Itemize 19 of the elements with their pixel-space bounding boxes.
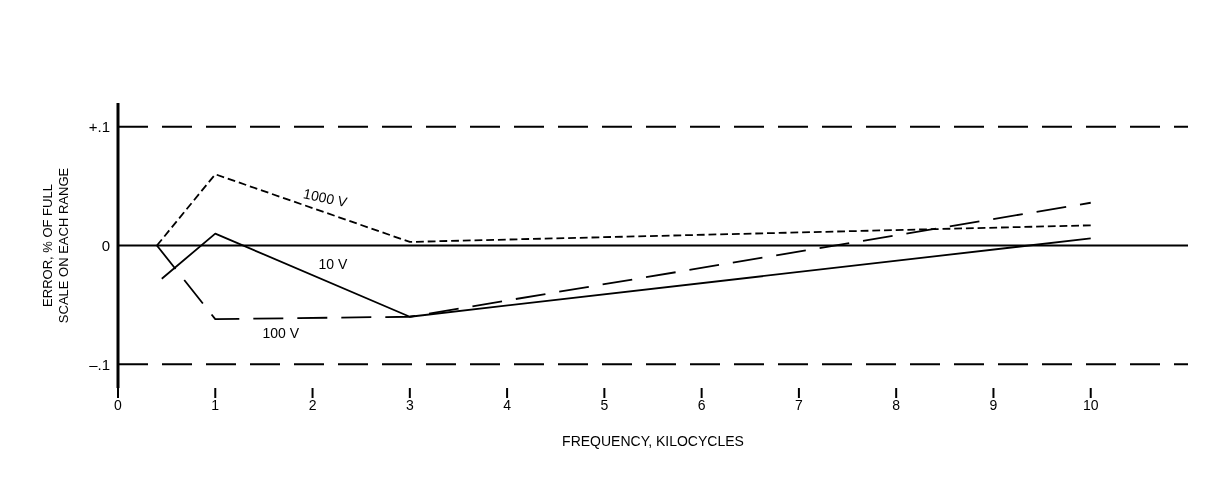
- x-tick-label: 0: [114, 396, 123, 413]
- y-tick-label: –.1: [89, 355, 110, 373]
- text: 1000 V: [301, 185, 350, 211]
- x-tick-label: 5: [600, 396, 609, 413]
- x-tick-label: 6: [697, 396, 706, 413]
- series-label: 100 V: [262, 324, 300, 341]
- x-tick-label: 10: [1082, 396, 1099, 413]
- x-tick-label: 8: [892, 396, 901, 413]
- x-axis-title: FREQUENCY, KILOCYCLES: [562, 433, 744, 449]
- y-tick-label: 0: [101, 236, 110, 254]
- x-tick-label: 4: [503, 396, 512, 413]
- x-tick-label: 1: [211, 396, 220, 413]
- y-axis-title: ERROR, % OF FULL SCALE ON EACH RANGE: [40, 167, 71, 324]
- y-tick-label: +.1: [88, 118, 110, 136]
- x-tick-label: 7: [795, 396, 804, 413]
- series-label: 10 V: [318, 256, 349, 273]
- x-tick-label: 3: [405, 396, 414, 413]
- x-tick-label: 2: [308, 396, 317, 413]
- x-tick-label: 9: [989, 396, 998, 413]
